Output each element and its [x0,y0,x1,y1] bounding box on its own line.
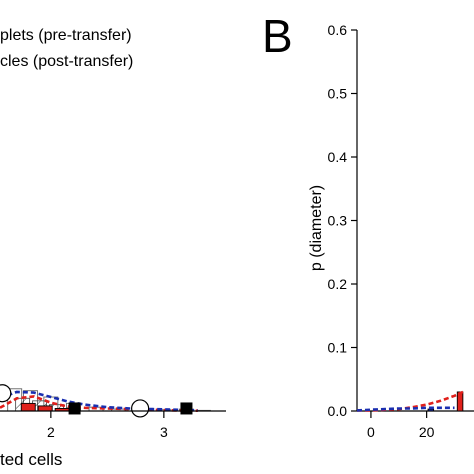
legend-entry-pre-transfer: plets (pre-transfer) [0,27,132,44]
panel-b-y-tick-label: 0.5 [328,86,348,102]
panel-b-red-bar [456,391,464,412]
legend-entry-post-transfer: cles (post-transfer) [0,53,133,70]
panel-a-open-circle [131,399,150,418]
panel-a: plets (pre-transfer) cles (post-transfer… [0,27,226,469]
panel-b-letter: B [262,10,293,62]
panel-b-y-tick-label: 0.1 [328,340,348,356]
panel-b-y-tick-label: 0.0 [328,403,348,419]
panel-a-filled-square [180,402,193,415]
panel-a-red-bar [20,402,36,412]
panel-a-blue-dashed-line [0,390,198,412]
panel-a-red-bar [37,405,53,412]
panel-b-blue-bar [427,408,435,412]
panel-b-blue-dashed-line [356,406,455,412]
panel-b-y-tick-label: 0.4 [328,149,348,165]
panel-b-y-axis-label: p (diameter) [308,185,325,271]
panel-a-x-tick-label: 3 [160,424,168,440]
panel-a-open-circle [0,384,12,403]
panel-b-y-tick-label: 0.6 [328,22,348,38]
panel-b-plot [356,390,464,412]
panel-b: B 0.0 0.1 0.2 0.3 0.4 0.5 0.6 0 20 p (diameter) [262,10,474,440]
panel-b-y-ticks: 0.0 0.1 0.2 0.3 0.4 0.5 0.6 [328,22,357,419]
panel-b-x-tick-label: 20 [419,424,435,440]
panel-a-plot [0,384,211,418]
panel-a-x-tick-label: 2 [47,424,55,440]
panel-b-y-tick-label: 0.3 [328,213,348,229]
panel-b-y-tick-label: 0.2 [328,276,348,292]
panel-a-filled-square [68,402,81,415]
panel-a-legend: plets (pre-transfer) cles (post-transfer… [0,27,133,70]
panel-b-x-ticks: 0 20 [367,411,435,440]
panel-b-x-tick-label: 0 [367,424,375,440]
panel-a-x-axis-label: ted cells [0,450,62,469]
